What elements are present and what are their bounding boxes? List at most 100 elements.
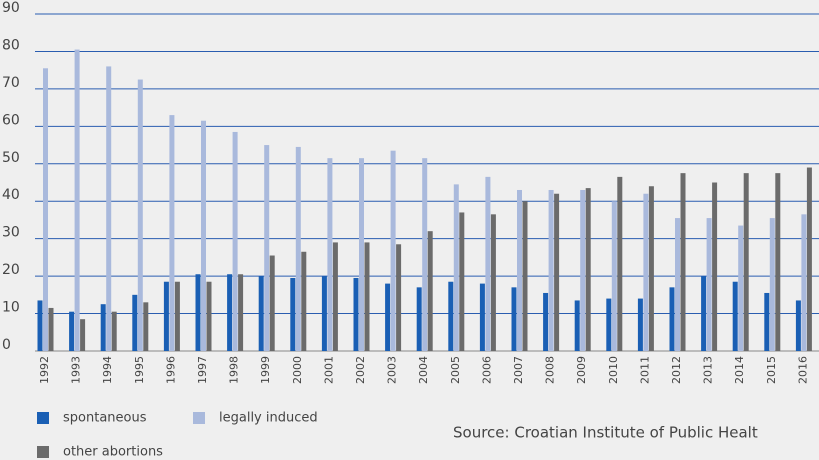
bar: [353, 277, 359, 351]
bar: [675, 218, 680, 351]
bar: [427, 231, 433, 351]
y-tick-label: 60: [2, 112, 20, 128]
bar: [295, 146, 301, 351]
y-tick-label: 80: [2, 37, 20, 53]
x-tick-label: 1995: [133, 356, 146, 384]
bar: [448, 281, 454, 351]
x-tick-label: 2012: [670, 356, 683, 384]
legend-swatch: [193, 412, 205, 424]
x-tick-label: 1999: [259, 356, 272, 384]
legend-label: spontaneous: [63, 411, 147, 426]
bar: [795, 300, 801, 351]
bar: [227, 274, 233, 351]
bar: [258, 276, 264, 351]
x-tick-label: 2000: [291, 356, 304, 384]
x-tick-label: 2014: [733, 356, 746, 384]
y-tick-label: 50: [2, 150, 20, 166]
bar: [174, 281, 180, 351]
bar: [264, 145, 270, 351]
y-tick-label: 0: [2, 337, 11, 353]
bar: [232, 131, 238, 351]
y-tick-label: 40: [2, 187, 20, 203]
bar: [764, 292, 770, 351]
bar: [269, 255, 275, 351]
bar: [359, 158, 364, 351]
bar: [43, 68, 48, 352]
legend-swatch: [37, 412, 49, 424]
x-tick-label: 2010: [607, 356, 620, 384]
bar: [163, 281, 169, 351]
x-tick-label: 2015: [765, 356, 778, 384]
bar: [511, 287, 517, 351]
bar: [611, 201, 617, 351]
bar: [485, 176, 491, 351]
bar: [169, 115, 175, 351]
bar: [132, 294, 138, 351]
bar: [712, 182, 718, 351]
bar: [459, 212, 465, 351]
x-tick-label: 2003: [386, 356, 399, 384]
bar: [479, 283, 485, 351]
x-tick-label: 2007: [512, 356, 525, 384]
bar: [364, 242, 370, 351]
bar: [327, 158, 333, 351]
bar: [743, 173, 749, 351]
x-tick-label: 2008: [544, 356, 557, 384]
x-tick-label: 1997: [196, 356, 209, 384]
bar: [238, 274, 244, 351]
bar: [453, 184, 459, 351]
x-tick-label: 2002: [354, 356, 367, 384]
legend-swatch: [37, 446, 49, 458]
bar: [37, 300, 43, 351]
bar: [74, 49, 80, 351]
bar: [106, 66, 112, 351]
bar: [201, 120, 206, 351]
x-tick-label: 2013: [702, 356, 715, 384]
y-tick-label: 20: [2, 262, 20, 278]
bar: [801, 214, 807, 351]
bar: [680, 173, 686, 351]
bar: [522, 201, 528, 351]
y-tick-label: 70: [2, 75, 20, 91]
bar: [111, 311, 117, 351]
bar: [769, 218, 775, 351]
y-tick-label: 10: [2, 300, 20, 316]
bar: [321, 276, 327, 351]
bar: [206, 281, 212, 351]
bar: [143, 302, 149, 351]
bar: [422, 158, 428, 351]
x-tick-label: 2009: [575, 356, 588, 384]
bar: [701, 276, 707, 351]
bar: [585, 188, 591, 351]
x-tick-label: 2001: [322, 356, 335, 384]
bar: [137, 79, 143, 352]
bar: [732, 281, 738, 351]
bar: [290, 277, 296, 351]
bar: [669, 287, 675, 351]
bar: [617, 176, 623, 351]
bar: [543, 292, 549, 351]
bar: [100, 304, 106, 351]
bar: [195, 274, 201, 351]
x-tick-label: 1994: [101, 356, 114, 384]
x-tick-label: 2011: [638, 356, 651, 384]
bar: [738, 225, 744, 351]
bar: [301, 251, 307, 351]
bar: [390, 150, 396, 351]
y-tick-label: 90: [2, 0, 20, 16]
bar: [606, 298, 612, 351]
bar: [385, 283, 391, 351]
bar: [69, 311, 75, 351]
bar: [396, 244, 402, 351]
x-tick-label: 1992: [38, 356, 51, 384]
legend-label: other abortions: [63, 445, 163, 460]
bar: [548, 189, 554, 351]
bar: [706, 218, 712, 351]
bar: [574, 300, 580, 351]
x-tick-label: 1998: [228, 356, 241, 384]
bar: [648, 186, 654, 351]
bar: [416, 287, 422, 351]
x-tick-label: 2016: [796, 356, 809, 384]
x-tick-label: 2005: [449, 356, 462, 384]
